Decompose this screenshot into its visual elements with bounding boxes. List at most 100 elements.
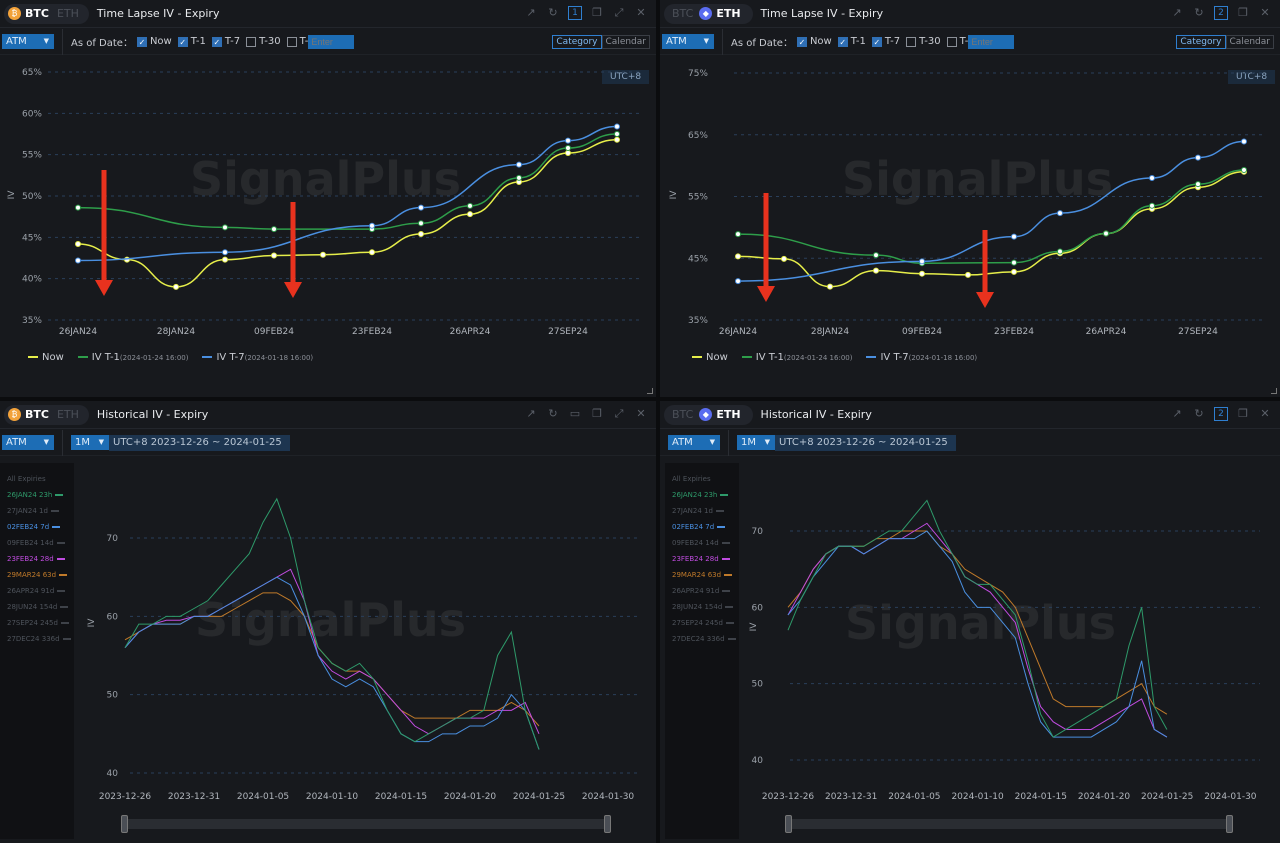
expiry-toggle[interactable]: 29MAR24 63d [7, 567, 74, 583]
expiry-toggle[interactable]: All Expiries [672, 471, 739, 487]
expiry-toggle[interactable]: 02FEB24 7d [672, 519, 739, 535]
checkbox-now[interactable]: ✓ Now [136, 36, 172, 47]
x-tick-label: 2024-01-05 [237, 792, 289, 802]
folder-icon[interactable]: ▭ [569, 407, 581, 420]
expand-icon[interactable]: ⤢ [614, 6, 624, 19]
expiry-toggle[interactable]: 29MAR24 63d [672, 567, 739, 583]
coin-eth[interactable]: ETH [716, 7, 741, 20]
checkbox-t30[interactable]: T-30 [246, 36, 281, 47]
expiry-toggle[interactable]: 26APR24 91d [672, 583, 739, 599]
resize-handle[interactable] [1271, 388, 1277, 394]
calendar-button[interactable]: Calendar [1225, 34, 1274, 49]
copy-icon[interactable]: ❐ [1238, 6, 1248, 19]
legend-now[interactable]: Now [692, 352, 728, 363]
expiry-toggle[interactable]: 28JUN24 154d [672, 599, 739, 615]
refresh-icon[interactable]: ↻ [548, 407, 558, 420]
data-point [369, 222, 375, 229]
checkbox-t30[interactable]: T-30 [906, 36, 941, 47]
expiry-toggle[interactable]: 02FEB24 7d [7, 519, 74, 535]
close-icon[interactable]: ✕ [1260, 6, 1270, 19]
legend-t1[interactable]: IV T-1(2024-01-24 16:00) [741, 352, 852, 363]
coin-eth[interactable]: ETH [716, 408, 741, 421]
date-range[interactable]: UTC+8 2023-12-26 ~ 2024-01-25 [775, 434, 956, 451]
expiry-toggle[interactable]: 27DEC24 336d [672, 631, 739, 647]
expiry-toggle[interactable]: 23FEB24 28d [672, 551, 739, 567]
slider-handle-start[interactable] [785, 815, 792, 833]
external-link-icon[interactable]: ↗ [526, 6, 536, 19]
zoom-slider[interactable] [785, 815, 1233, 833]
close-icon[interactable]: ✕ [636, 6, 646, 19]
coin-toggle[interactable]: BTC ◆ ETH [664, 404, 753, 425]
copy-icon[interactable]: ❐ [592, 6, 602, 19]
t-days-input[interactable] [968, 34, 1015, 49]
category-button[interactable]: Category [552, 34, 602, 49]
expiry-toggle[interactable]: 27SEP24 245d [672, 615, 739, 631]
atm-select[interactable]: ATM [2, 435, 54, 450]
checkbox-tn[interactable]: T- [286, 36, 308, 47]
data-point [271, 252, 277, 259]
external-link-icon[interactable]: ↗ [1172, 6, 1182, 19]
expiry-toggle[interactable]: 27DEC24 336d [7, 631, 74, 647]
close-icon[interactable]: ✕ [636, 407, 646, 420]
coin-btc[interactable]: BTC [672, 7, 694, 20]
atm-select[interactable]: ATM [662, 34, 714, 49]
coin-eth[interactable]: ETH [56, 408, 79, 421]
coin-btc[interactable]: BTC [25, 7, 49, 20]
expiry-color-swatch [717, 526, 726, 528]
link-group-badge[interactable]: 1 [568, 6, 582, 20]
data-point [919, 258, 925, 265]
coin-eth[interactable]: ETH [56, 7, 79, 20]
atm-select[interactable]: ATM [668, 435, 720, 450]
expiry-toggle[interactable]: 27JAN24 1d [672, 503, 739, 519]
resize-handle[interactable] [647, 388, 653, 394]
refresh-icon[interactable]: ↻ [1194, 6, 1204, 19]
external-link-icon[interactable]: ↗ [526, 407, 536, 420]
checkbox-t7[interactable]: ✓ T-7 [871, 36, 901, 47]
legend-t7[interactable]: IV T-7(2024-01-18 16:00) [866, 352, 977, 363]
period-select[interactable]: 1M [737, 435, 775, 450]
external-link-icon[interactable]: ↗ [1172, 407, 1182, 420]
coin-btc[interactable]: BTC [25, 408, 49, 421]
checkbox-t1[interactable]: ✓ T-1 [177, 36, 206, 47]
slider-handle-end[interactable] [1226, 815, 1233, 833]
expiry-toggle[interactable]: 09FEB24 14d [7, 535, 74, 551]
expiry-toggle[interactable]: 09FEB24 14d [672, 535, 739, 551]
copy-icon[interactable]: ❐ [592, 407, 602, 420]
expiry-toggle[interactable]: 26JAN24 23h [7, 487, 74, 503]
link-group-badge[interactable]: 2 [1214, 407, 1228, 421]
expiry-toggle[interactable]: 26APR24 91d [7, 583, 74, 599]
coin-toggle[interactable]: ₿ BTC ETH [4, 404, 89, 425]
checkbox-t1[interactable]: ✓ T-1 [837, 36, 866, 47]
checkbox-tn[interactable]: T- [946, 36, 968, 47]
calendar-button[interactable]: Calendar [601, 34, 650, 49]
period-select[interactable]: 1M [71, 435, 109, 450]
atm-select[interactable]: ATM [2, 34, 54, 49]
refresh-icon[interactable]: ↻ [548, 6, 558, 19]
legend-now[interactable]: Now [28, 352, 64, 363]
expiry-toggle[interactable]: 26JAN24 23h [672, 487, 739, 503]
legend-t1[interactable]: IV T-1(2024-01-24 16:00) [77, 352, 188, 363]
t-days-input[interactable] [308, 34, 355, 49]
expiry-toggle[interactable]: 27SEP24 245d [7, 615, 74, 631]
expand-icon[interactable]: ⤢ [614, 407, 624, 420]
slider-handle-start[interactable] [121, 815, 128, 833]
date-range[interactable]: UTC+8 2023-12-26 ~ 2024-01-25 [109, 434, 290, 451]
close-icon[interactable]: ✕ [1260, 407, 1270, 420]
refresh-icon[interactable]: ↻ [1194, 407, 1204, 420]
expiry-toggle[interactable]: 28JUN24 154d [7, 599, 74, 615]
slider-handle-end[interactable] [604, 815, 611, 833]
coin-toggle[interactable]: ₿ BTC ETH [4, 3, 89, 24]
expiry-toggle[interactable]: 23FEB24 28d [7, 551, 74, 567]
zoom-slider[interactable] [121, 815, 611, 833]
expiry-toggle[interactable]: 27JAN24 1d [7, 503, 74, 519]
legend-t7[interactable]: IV T-7(2024-01-18 16:00) [202, 352, 313, 363]
expiry-toggle[interactable]: All Expiries [7, 471, 74, 487]
checkbox-t7[interactable]: ✓ T-7 [211, 36, 241, 47]
checkbox-now[interactable]: ✓ Now [796, 36, 832, 47]
copy-icon[interactable]: ❐ [1238, 407, 1248, 420]
data-point [222, 249, 228, 256]
coin-toggle[interactable]: BTC ◆ ETH [664, 3, 753, 24]
link-group-badge[interactable]: 2 [1214, 6, 1228, 20]
category-button[interactable]: Category [1176, 34, 1226, 49]
coin-btc[interactable]: BTC [672, 408, 694, 421]
